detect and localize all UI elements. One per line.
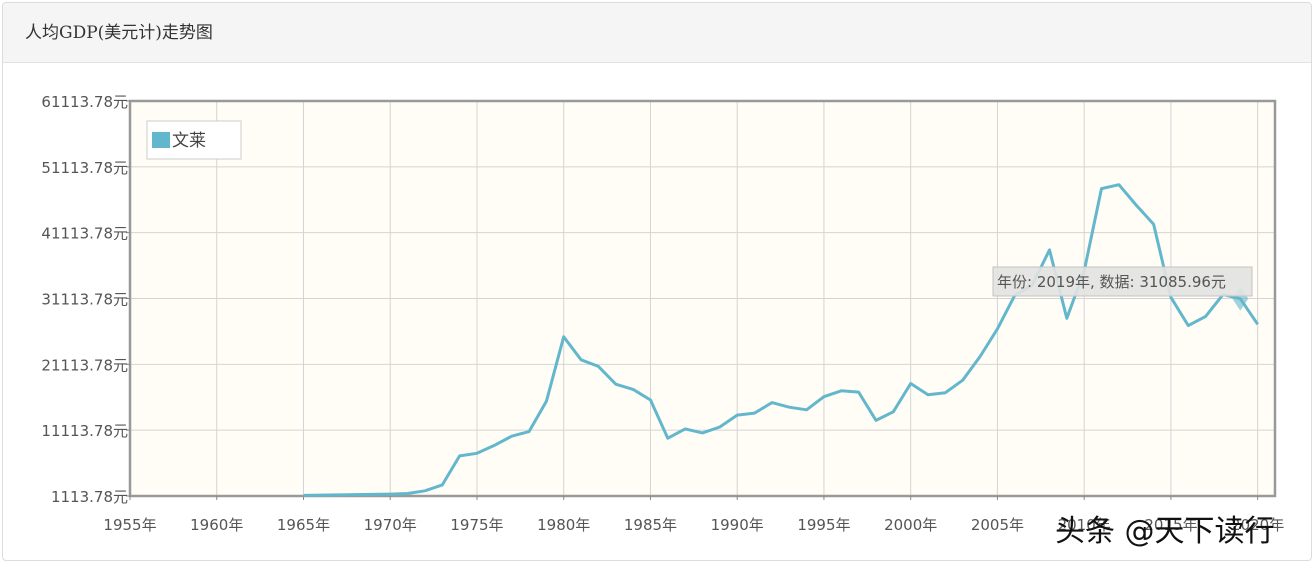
x-tick-label: 2015年	[1144, 516, 1197, 534]
x-tick-label: 2020年	[1231, 516, 1284, 534]
x-tick-label: 2010年	[1058, 516, 1111, 534]
x-tick-label: 2005年	[971, 516, 1024, 534]
x-tick-label: 1965年	[277, 516, 330, 534]
x-tick-label: 1995年	[797, 516, 850, 534]
x-tick-label: 1960年	[190, 516, 243, 534]
x-tick-label: 1955年	[103, 516, 156, 534]
x-tick-label: 1980年	[537, 516, 590, 534]
tooltip: 年份: 2019年, 数据: 31085.96元	[992, 266, 1253, 297]
page-title: 人均GDP(美元计)走势图	[25, 23, 213, 43]
legend[interactable]: 文莱	[146, 120, 242, 160]
y-tick-label: 21113.78元	[41, 356, 128, 374]
y-tick-label: 41113.78元	[41, 225, 128, 243]
tooltip-text: 年份: 2019年, 数据: 31085.96元	[997, 273, 1226, 291]
tooltip-box	[992, 266, 1253, 297]
y-tick-label: 31113.78元	[41, 291, 128, 309]
x-tick-label: 1990年	[711, 516, 764, 534]
x-axis-ticks: 1955年 1960年 1965年 1970年 1975年 1980年 1985年 1990年…	[103, 496, 1284, 534]
x-tick-label: 1975年	[450, 516, 503, 534]
panel-header: 人均GDP(美元计)走势图	[3, 3, 1311, 63]
y-axis-ticks: 61113.78元 51113.78元 41113.78元 31113.78元 2111…	[41, 93, 130, 506]
x-tick-label: 1985年	[624, 516, 677, 534]
x-tick-label: 2000年	[884, 516, 937, 534]
y-tick-label: 11113.78元	[41, 422, 128, 440]
watermark-text: 头条 @天下读行	[1055, 514, 1275, 549]
y-tick-label: 61113.78元	[41, 93, 128, 111]
legend-label: 文莱	[172, 131, 206, 151]
grid-lines	[130, 101, 1275, 496]
y-tick-label: 51113.78元	[41, 159, 128, 177]
y-tick-label: 1113.78元	[51, 488, 128, 506]
legend-swatch	[152, 132, 170, 148]
x-tick-label: 1970年	[364, 516, 417, 534]
series-line-0[interactable]	[303, 183, 1259, 497]
